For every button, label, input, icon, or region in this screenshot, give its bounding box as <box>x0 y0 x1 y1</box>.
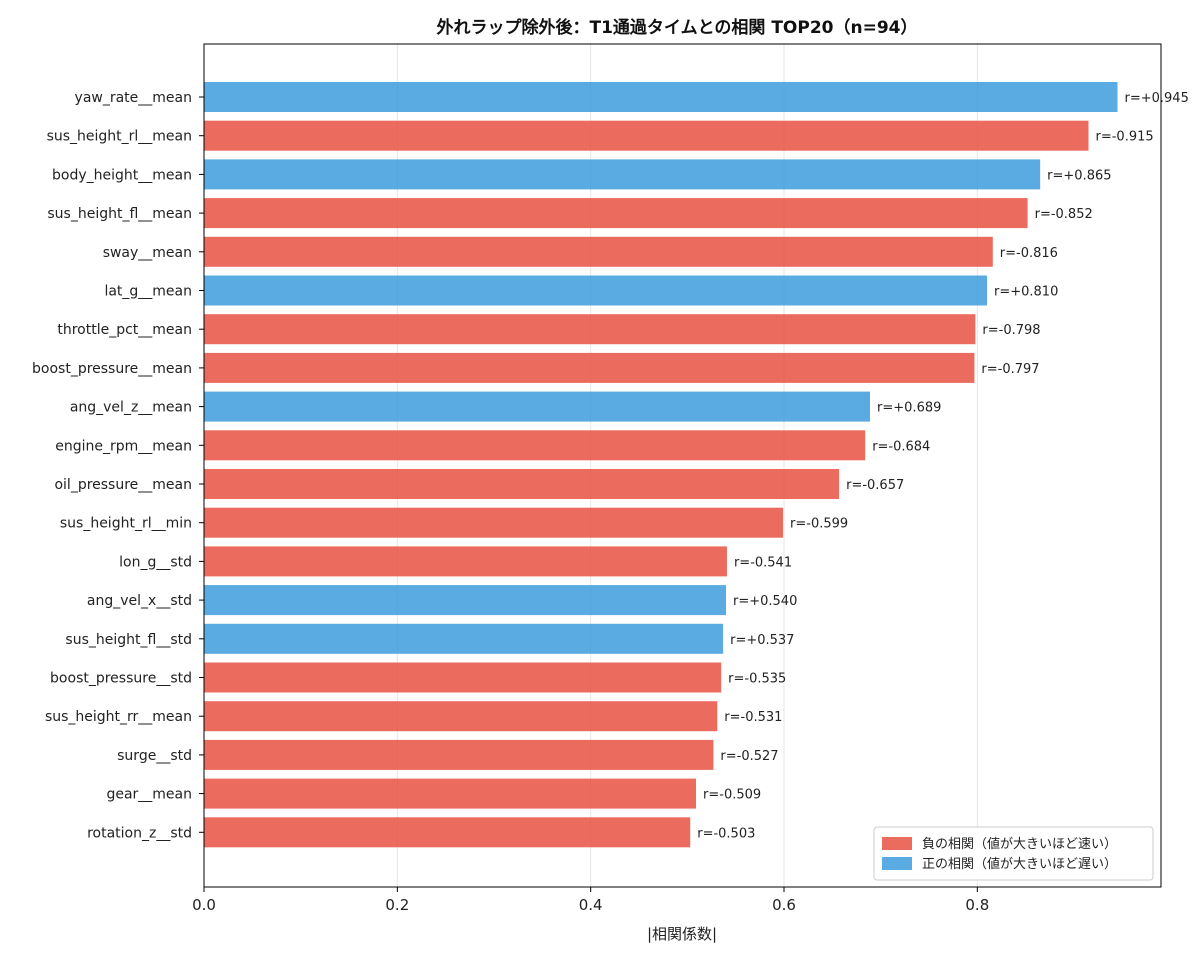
x-axis-ticks: 0.0 0.2 0.4 0.6 0.8 <box>192 96 989 914</box>
bar-sus-height-rl-min <box>204 507 784 538</box>
value-label: r=-0.599 <box>790 517 848 532</box>
category-label: oil_pressure__mean <box>54 477 192 493</box>
value-label: r=-0.657 <box>846 478 904 493</box>
legend-label-positive: 正の相関（値が大きいほど遅い） <box>922 856 1117 872</box>
bar-sus-height-fl-std <box>204 623 724 654</box>
category-label: body_height__mean <box>52 167 192 183</box>
bar-ang-vel-z-mean <box>204 391 871 422</box>
value-label: r=-0.816 <box>1000 246 1058 261</box>
category-label: surge__std <box>117 748 192 764</box>
bars-layer <box>204 82 1118 848</box>
x-tick-label: 0.6 <box>772 896 796 914</box>
bar-boost-pressure-mean <box>204 352 975 383</box>
category-label: ang_vel_z__mean <box>70 400 192 416</box>
category-label: lat_g__mean <box>104 284 192 300</box>
legend-swatch-negative <box>882 837 912 850</box>
value-label: r=+0.945 <box>1125 91 1189 106</box>
value-label: r=-0.684 <box>872 439 930 454</box>
bar-oil-pressure-mean <box>204 469 840 499</box>
value-label: r=-0.798 <box>982 323 1040 338</box>
bar-sus-height-rr-mean <box>204 701 718 732</box>
value-label: r=-0.797 <box>981 362 1039 377</box>
value-label: r=+0.865 <box>1047 168 1111 183</box>
bar-body-height-mean <box>204 159 1041 190</box>
bar-lat-g-mean <box>204 275 987 306</box>
legend-swatch-positive <box>882 857 912 870</box>
value-label: r=+0.689 <box>877 401 941 416</box>
category-label: engine_rpm__mean <box>55 438 192 454</box>
category-label: boost_pressure__mean <box>32 361 192 377</box>
x-axis-label: |相関係数| <box>647 925 717 943</box>
value-label: r=-0.915 <box>1096 130 1154 145</box>
legend-box <box>873 826 1154 881</box>
category-label: sus_height_rl__min <box>60 516 192 532</box>
category-label: sway__mean <box>103 245 192 261</box>
x-tick-label: 0.0 <box>192 896 216 914</box>
legend: 負の相関（値が大きいほど速い） 正の相関（値が大きいほど遅い） <box>873 826 1154 881</box>
value-label: r=-0.852 <box>1035 207 1093 222</box>
bar-surge-std <box>204 739 714 770</box>
value-label: r=+0.810 <box>994 285 1058 300</box>
x-tick-label: 0.2 <box>385 896 409 914</box>
category-label: yaw_rate__mean <box>75 90 192 106</box>
bar-lon-g-std <box>204 546 727 577</box>
value-label: r=-0.531 <box>724 710 782 725</box>
category-label: sus_height_rr__mean <box>45 709 192 725</box>
category-label: throttle_pct__mean <box>57 322 192 338</box>
value-label: r=-0.509 <box>703 788 761 803</box>
bar-gear-mean <box>204 778 697 809</box>
category-label: rotation_z__std <box>87 825 192 841</box>
bar-sway-mean <box>204 236 993 267</box>
bar-yaw-rate-mean <box>204 82 1118 112</box>
labels-layer: yaw_rate__mean r=+0.945 sus_height_rl__mea… <box>32 90 1189 841</box>
value-label: r=-0.527 <box>720 749 778 764</box>
value-label: r=-0.535 <box>728 672 786 687</box>
bar-sus-height-rl-mean <box>204 120 1089 151</box>
value-label: r=-0.503 <box>697 826 755 841</box>
x-tick-label: 0.4 <box>579 896 603 914</box>
bar-rotation-z-std <box>204 817 691 848</box>
category-label: boost_pressure__std <box>50 671 192 687</box>
plot-frame <box>203 43 1162 888</box>
category-label: gear__mean <box>106 787 192 803</box>
chart-title: 外れラップ除外後：T1通過タイムとの相関 TOP20（n=94） <box>436 17 917 38</box>
bar-ang-vel-x-std <box>204 585 726 616</box>
category-label: sus_height_fl__mean <box>47 206 192 222</box>
category-label: sus_height_rl__mean <box>47 129 192 145</box>
bar-engine-rpm-mean <box>204 430 866 461</box>
x-tick-label: 0.8 <box>965 896 989 914</box>
value-label: r=+0.540 <box>733 594 797 609</box>
bar-throttle-pct-mean <box>204 314 976 345</box>
bar-sus-height-fl-mean <box>204 198 1028 229</box>
category-label: sus_height_fl__std <box>65 632 192 648</box>
legend-label-negative: 負の相関（値が大きいほど速い） <box>922 836 1117 852</box>
bar-boost-pressure-std <box>204 662 722 693</box>
value-label: r=-0.541 <box>734 555 792 570</box>
category-label: ang_vel_x__std <box>87 593 192 609</box>
value-label: r=+0.537 <box>730 633 794 648</box>
category-label: lon_g__std <box>119 554 192 570</box>
